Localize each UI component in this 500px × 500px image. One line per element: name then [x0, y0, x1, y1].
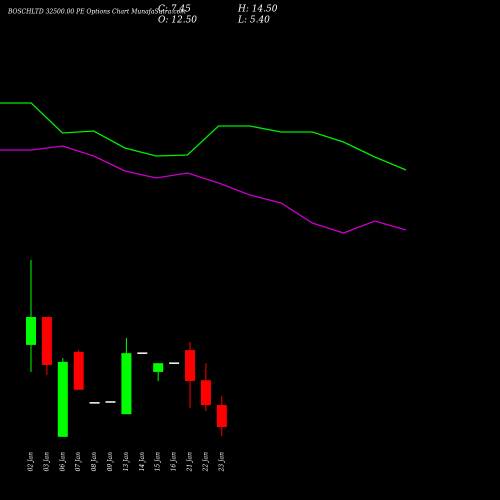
- x-tick-label: 06 Jan: [59, 452, 66, 472]
- x-tick-label: 02 Jan: [28, 452, 35, 472]
- candle-body: [121, 353, 132, 415]
- x-tick-label: 22 Jan: [202, 452, 209, 473]
- candle-body: [200, 380, 211, 406]
- open-label: O: 12.50: [158, 16, 197, 26]
- indicator-line: [0, 145, 407, 234]
- x-tick-label: 23 Jan: [218, 452, 225, 473]
- indicator-line: [0, 102, 407, 171]
- x-tick-label: 21 Jan: [187, 452, 194, 473]
- close-label: C: 7.45: [158, 5, 191, 15]
- candle-body: [26, 316, 36, 345]
- candle-body: [216, 405, 227, 428]
- candle-body: [153, 363, 164, 372]
- candle-body: [57, 361, 68, 437]
- x-tick-label: 16 Jan: [171, 452, 178, 472]
- x-tick-label: 09 Jan: [107, 452, 114, 472]
- candle-body: [185, 350, 195, 382]
- x-tick-label: 03 Jan: [43, 452, 50, 472]
- x-tick-label: 13 Jan: [123, 452, 130, 472]
- x-tick-label: 15 Jan: [155, 452, 162, 472]
- candle-body: [73, 351, 84, 390]
- low-label: L: 5.40: [237, 16, 270, 26]
- x-tick-label: 14 Jan: [139, 452, 146, 472]
- x-tick-label: 08 Jan: [91, 452, 98, 472]
- candle-body: [41, 316, 52, 365]
- chart-title: BOSCHLTD 32500.00 PE Options Chart Munaf…: [7, 9, 186, 16]
- x-tick-label: 07 Jan: [75, 452, 82, 472]
- high-label: H: 14.50: [237, 5, 278, 15]
